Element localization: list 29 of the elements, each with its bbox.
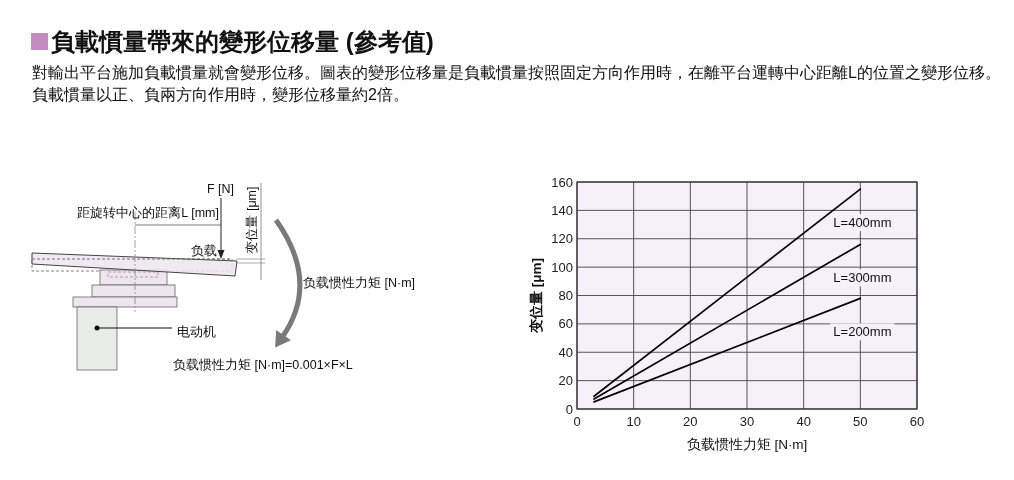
text: 負載慣量帶來的變形位移量 (參考值) xyxy=(51,28,434,55)
y-tick-label: 160 xyxy=(551,174,573,190)
y-tick-label: 40 xyxy=(558,344,573,360)
text: 负载惯性力矩 [N·m]=0.001×F×L xyxy=(173,358,353,372)
x-axis-title: 负载惯性力矩 [N·m] xyxy=(686,437,808,452)
y-tick-label: 80 xyxy=(558,288,573,303)
text: 距旋转中心的距离L [mm] xyxy=(77,205,219,220)
x-tick-label: 20 xyxy=(683,414,698,429)
x-tick-label: 60 xyxy=(909,414,925,429)
y-tick-label: 120 xyxy=(551,231,573,247)
y-tick-label: 0 xyxy=(565,401,573,417)
text: 变位量 [μm] xyxy=(245,186,259,254)
series-label: L=300mm xyxy=(833,270,892,286)
text: 电动机 xyxy=(177,325,216,339)
text: 负载惯性力矩 [N·m] xyxy=(303,276,416,290)
y-tick-label: 140 xyxy=(551,202,573,218)
x-tick-label: 50 xyxy=(853,414,868,429)
text: F [N] xyxy=(206,182,234,196)
series-label: L=400mm xyxy=(833,215,892,231)
y-tick-label: 60 xyxy=(558,316,573,332)
y-axis-title: 变位量 [μm] xyxy=(528,257,544,335)
y-tick-label: 100 xyxy=(551,259,573,275)
x-tick-label: 10 xyxy=(626,414,641,429)
y-tick-label: 20 xyxy=(558,373,573,389)
x-tick-label: 30 xyxy=(739,414,755,429)
text: 對輸出平台施加負載慣量就會變形位移。圖表的變形位移量是負載慣量按照固定方向作用時，在離平台運轉中心距離L的位置之變形位移。負載慣量以正、負兩方向作用時，變形位移量約2倍。 xyxy=(32,64,1001,103)
x-tick-label: 40 xyxy=(796,414,811,429)
text: 负载 xyxy=(191,244,217,258)
series-label: L=200mm xyxy=(833,324,892,340)
